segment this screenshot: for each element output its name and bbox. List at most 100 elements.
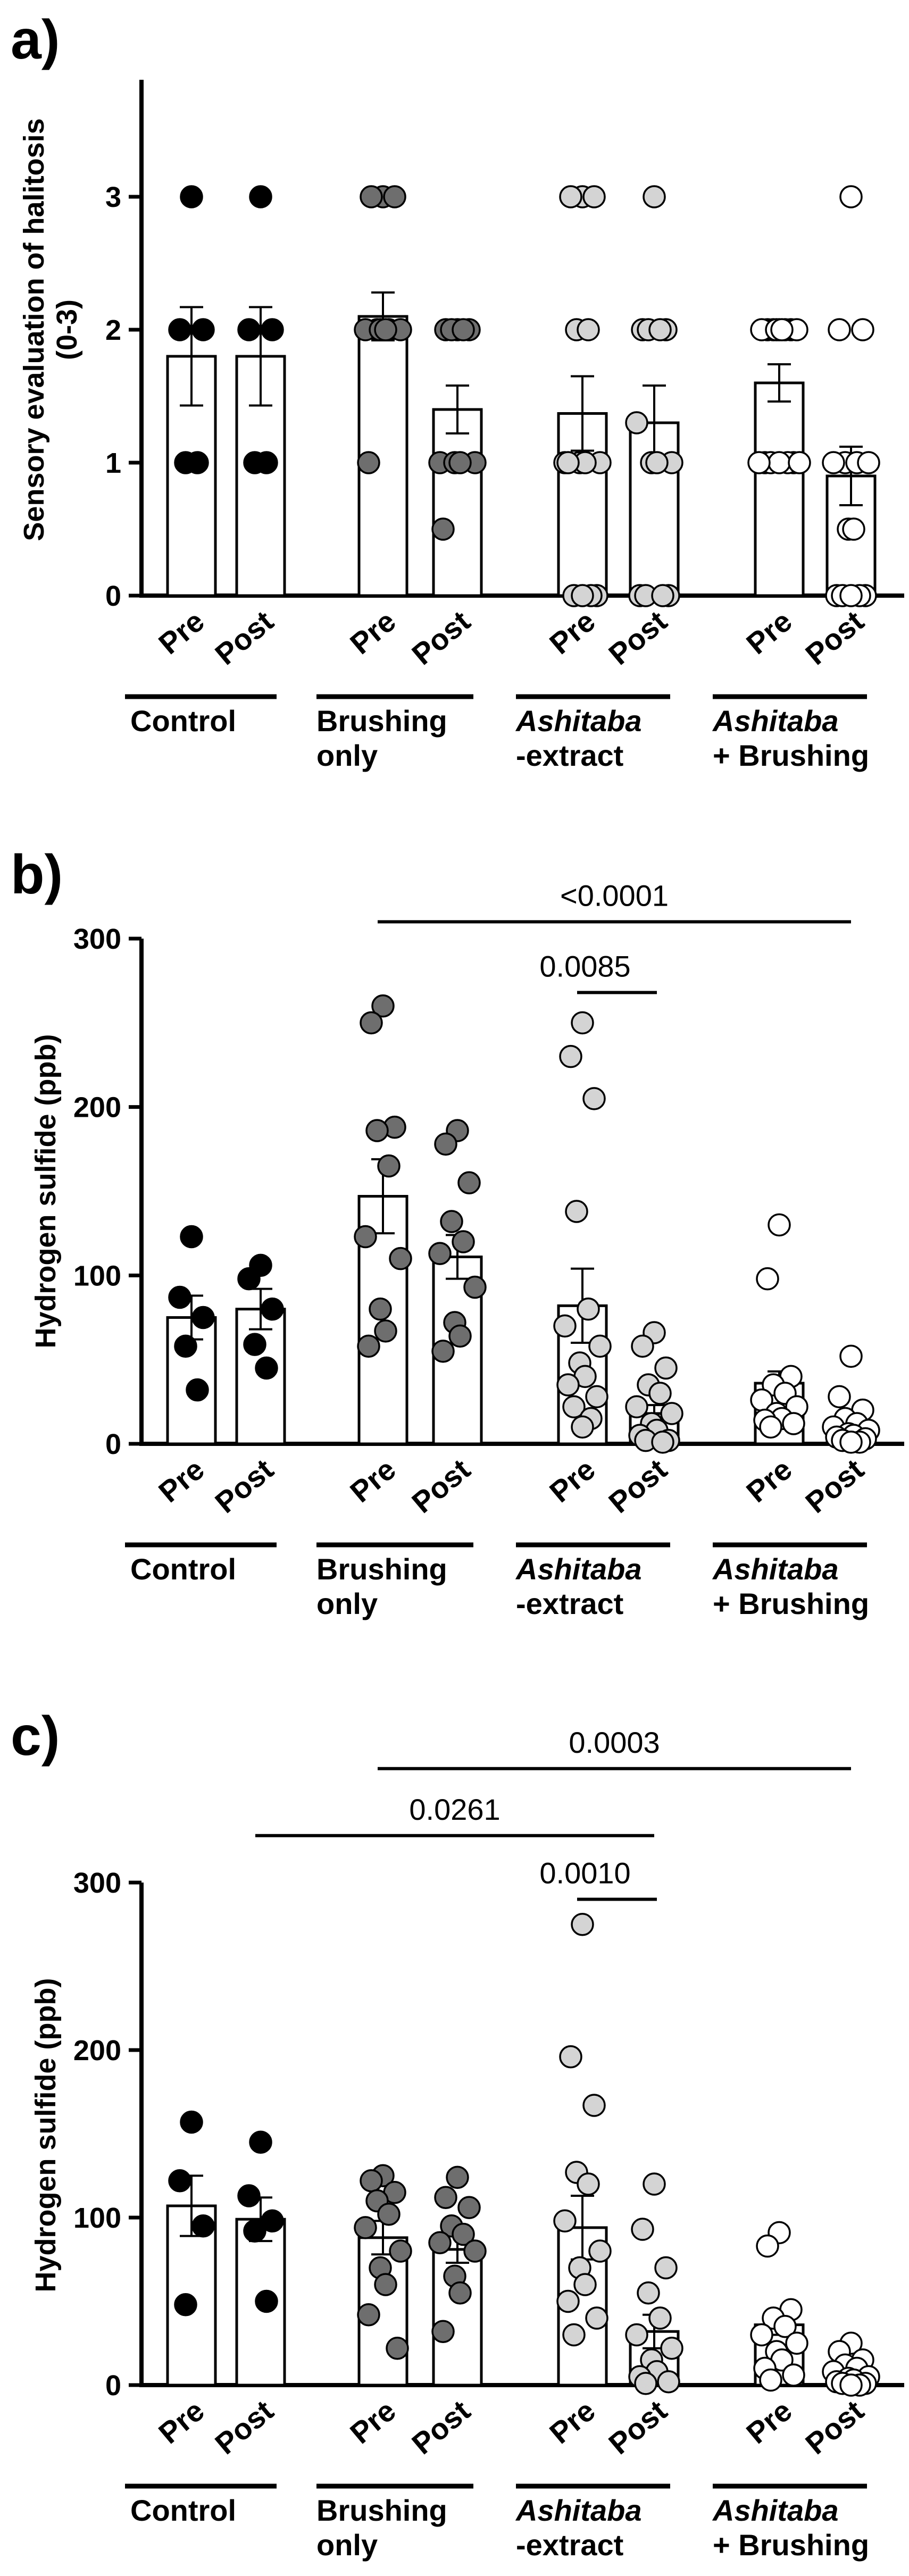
y-tick-label: 0 [105,1428,121,1460]
x-tick-label: Post [209,2394,279,2461]
data-point [770,318,794,341]
data-point [839,584,863,607]
data-point [625,2323,648,2347]
data-point [463,1275,487,1299]
data-point [828,318,851,341]
group-label-line2: -extract [516,739,623,772]
group-label: Brushing [316,2494,447,2527]
x-tick-label: Pre [344,2394,402,2450]
data-point [448,451,472,474]
group-label: Ashitaba [712,2494,839,2527]
data-point [434,1132,457,1156]
data-point [648,1382,672,1405]
data-point [357,451,380,474]
data-point [842,517,865,541]
group-label-line2: only [316,739,378,772]
group-label-line2: only [316,2528,378,2562]
data-point [571,1913,594,1936]
data-point [452,2222,475,2246]
x-tick-label: Post [405,604,476,671]
y-tick-label: 1 [105,447,121,479]
y-tick-label: 2 [105,314,121,346]
data-point [559,2045,582,2069]
data-point [625,1395,648,1419]
group-label: Ashitaba [515,704,642,738]
data-point [588,1334,612,1358]
data-point [428,1242,452,1265]
data-point [374,2273,397,2296]
data-point [631,2218,654,2241]
chart-panel-a: a) Sensory evaluation of halitosis(0-3) 0 1… [11,9,904,772]
data-point [448,1324,472,1348]
data-point [756,2234,779,2258]
data-point [180,2110,203,2134]
group-label: Control [130,2494,236,2527]
chart-panel-c: c)Hydrogen sulfide (ppb)0100200300PrePos… [11,1705,904,2562]
data-point [562,1395,586,1419]
data-point [559,1044,582,1068]
group-label-line2: only [316,1587,378,1620]
data-point [585,2306,608,2330]
x-tick-label: Post [602,604,673,671]
y-axis-label: Hydrogen sulfide (ppb) [30,1978,62,2293]
data-point [174,1334,197,1358]
x-tick-label: Pre [740,1452,798,1509]
group-label: Ashitaba [515,2494,642,2527]
data-point [573,2273,597,2296]
data-point [249,185,272,208]
x-tick-label: Post [799,2394,870,2461]
data-point [168,1285,191,1309]
data-point [782,1412,805,1435]
data-point [759,1415,782,1439]
group-label-line2: + Brushing [713,739,869,772]
data-point [577,1297,600,1321]
data-point [261,1297,284,1321]
data-point [756,1267,779,1291]
data-point [556,1373,580,1396]
x-tick-label: Post [602,2394,673,2461]
data-point [180,1225,203,1249]
data-point [648,2306,672,2330]
data-point [582,185,606,208]
data-point [839,1344,863,1368]
chart-panel-b: b)Hydrogen sulfide (ppb)0100200300PrePos… [11,844,904,1620]
panel-label: a) [11,9,60,71]
data-point [374,318,397,341]
data-point [585,1385,608,1409]
data-point [255,1356,278,1380]
data-point [191,1306,215,1329]
x-tick-label: Pre [344,1452,402,1509]
y-axis-label: Sensory evaluation of halitosis(0-3) [18,118,83,541]
data-point [651,1431,674,1454]
data-point [643,2172,666,2196]
data-point [452,1230,475,1253]
p-value-label: 0.0261 [409,1793,500,1826]
data-point [588,2239,612,2263]
group-label-line2: + Brushing [713,1587,869,1620]
data-point [383,185,406,208]
data-point [631,1334,654,1358]
data-point [446,2165,469,2189]
data-point [389,2239,412,2263]
x-tick-label: Pre [344,604,402,660]
data-point [657,2370,680,2394]
data-point [431,517,455,541]
data-point [577,318,600,341]
y-tick-label: 300 [73,1867,121,1899]
data-point [645,451,669,474]
data-point [360,185,383,208]
y-tick-label: 100 [73,2202,121,2234]
x-tick-label: Pre [152,2394,211,2450]
data-point [759,2368,782,2392]
data-point [371,994,395,1018]
y-tick-label: 3 [105,181,121,213]
data-point [562,2323,586,2347]
data-point [654,1356,678,1380]
x-tick-label: Post [209,604,279,671]
data-point [186,1378,209,1402]
x-tick-label: Post [799,604,870,671]
data-point [428,2231,452,2254]
group-label: Ashitaba [712,704,839,738]
y-tick-label: 200 [73,1092,121,1124]
